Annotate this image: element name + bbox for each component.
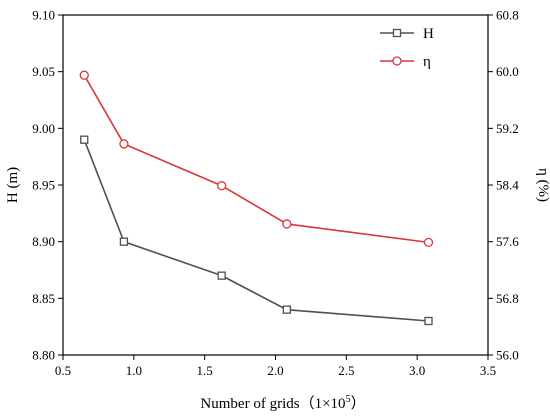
x-tick-label: 2.5 xyxy=(338,363,354,378)
point-eta xyxy=(119,139,129,149)
right-y-tick-label: 60.0 xyxy=(496,64,519,79)
point-h xyxy=(424,316,433,326)
legend-marker-eta xyxy=(392,56,402,66)
left-y-tick-label: 9.05 xyxy=(32,64,55,79)
point-h xyxy=(80,135,89,144)
legend-marker-h xyxy=(392,28,402,38)
point-h xyxy=(217,271,226,280)
x-axis-title: Number of grids（1×105） xyxy=(200,394,365,412)
right-y-axis-ticks: 56.0 56.8 57.6 58.4 59.2 60.0 60.8 xyxy=(488,8,519,363)
x-tick-label: 3.0 xyxy=(409,363,425,378)
right-y-tick-label: 59.2 xyxy=(496,121,519,136)
point-h xyxy=(282,305,291,314)
x-axis-title-exponent: 5 xyxy=(346,394,351,405)
legend-label-h: H xyxy=(423,26,434,42)
x-axis-title-base: 1×10 xyxy=(315,396,346,412)
x-tick-label: 3.5 xyxy=(480,363,496,378)
series-layer xyxy=(79,70,434,326)
x-axis-title-paren-open: （ xyxy=(300,395,315,412)
series-line-h xyxy=(83,139,429,322)
left-y-axis-title: H (m) xyxy=(5,167,21,203)
right-y-tick-label: 56.0 xyxy=(496,348,519,363)
right-y-axis-title: η (%) xyxy=(535,168,550,202)
x-tick-label: 0.5 xyxy=(55,363,71,378)
left-y-tick-label: 8.80 xyxy=(32,348,55,363)
left-y-axis-ticks: 8.80 8.85 8.90 8.95 9.00 9.05 9.10 xyxy=(32,8,63,363)
x-tick-label: 1.5 xyxy=(197,363,213,378)
legend: H η xyxy=(380,26,434,70)
left-y-tick-label: 9.10 xyxy=(32,8,55,23)
right-y-tick-label: 56.8 xyxy=(496,291,519,306)
x-tick-label: 1.0 xyxy=(126,363,142,378)
left-y-tick-label: 8.90 xyxy=(32,234,55,249)
right-y-tick-label: 60.8 xyxy=(496,8,519,23)
left-y-tick-label: 9.00 xyxy=(32,121,55,136)
right-y-tick-label: 58.4 xyxy=(496,178,519,193)
series-line-eta xyxy=(83,74,429,244)
point-eta xyxy=(282,219,292,229)
x-axis-ticks: 0.5 1.0 1.5 2.0 2.5 3.0 3.5 xyxy=(55,355,496,378)
x-axis-title-main: Number of grids xyxy=(200,396,299,412)
point-eta xyxy=(423,237,434,248)
left-y-tick-label: 8.95 xyxy=(32,178,55,193)
left-y-tick-label: 8.85 xyxy=(32,291,55,306)
point-h xyxy=(119,237,129,246)
right-y-tick-label: 57.6 xyxy=(496,234,519,249)
x-axis-title-paren-close: ） xyxy=(351,395,366,412)
x-tick-label: 2.0 xyxy=(267,363,283,378)
legend-label-eta: η xyxy=(423,54,431,70)
point-eta xyxy=(79,70,89,80)
point-eta xyxy=(217,181,227,191)
